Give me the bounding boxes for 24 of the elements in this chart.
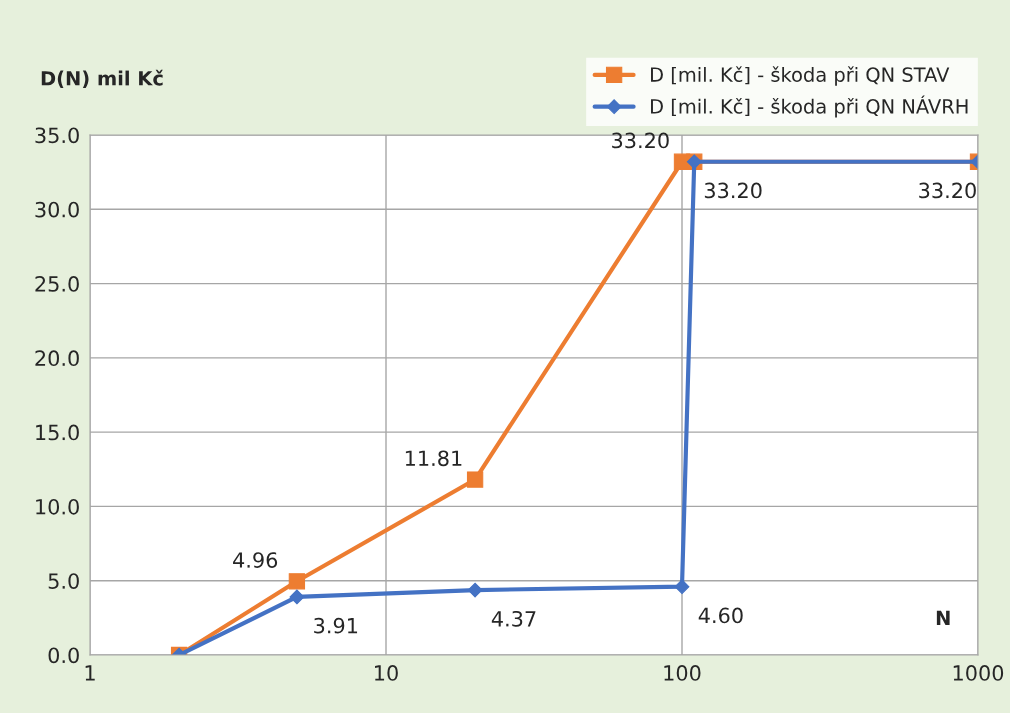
y-tick-label: 5.0 <box>48 573 79 589</box>
x-axis-title: N <box>936 610 950 625</box>
x-tick-label: 1000 <box>953 665 1004 681</box>
x-tick-label: 1 <box>85 665 95 681</box>
y-tick-label: 30.0 <box>35 201 79 218</box>
y-tick-label: 10.0 <box>36 498 79 515</box>
y-tick-label: 35.0 <box>35 127 79 144</box>
data-label: 33.20 <box>704 182 762 199</box>
data-label: 4.37 <box>491 610 536 627</box>
y-tick-label: 0.0 <box>48 647 79 664</box>
data-label: 33.20 <box>612 132 669 149</box>
data-label: 11.81 <box>405 450 462 467</box>
legend-label: D [mil. Kč] - škoda při QN NÁVRH <box>651 95 968 118</box>
x-tick-label: 10 <box>375 665 398 681</box>
data-label: 33.20 <box>919 182 976 199</box>
data-label: 4.60 <box>698 607 743 624</box>
legend-label: D [mil. Kč] - škoda při QN STAV <box>651 66 950 86</box>
y-tick-label: 20.0 <box>35 350 79 367</box>
y-axis-title: D(N) mil Kč <box>41 69 163 88</box>
data-label: 3.91 <box>314 617 358 634</box>
y-tick-label: 15.0 <box>36 424 79 441</box>
x-tick-label: 100 <box>664 665 701 681</box>
data-label: 4.96 <box>233 552 278 568</box>
y-tick-label: 25.0 <box>35 276 79 292</box>
